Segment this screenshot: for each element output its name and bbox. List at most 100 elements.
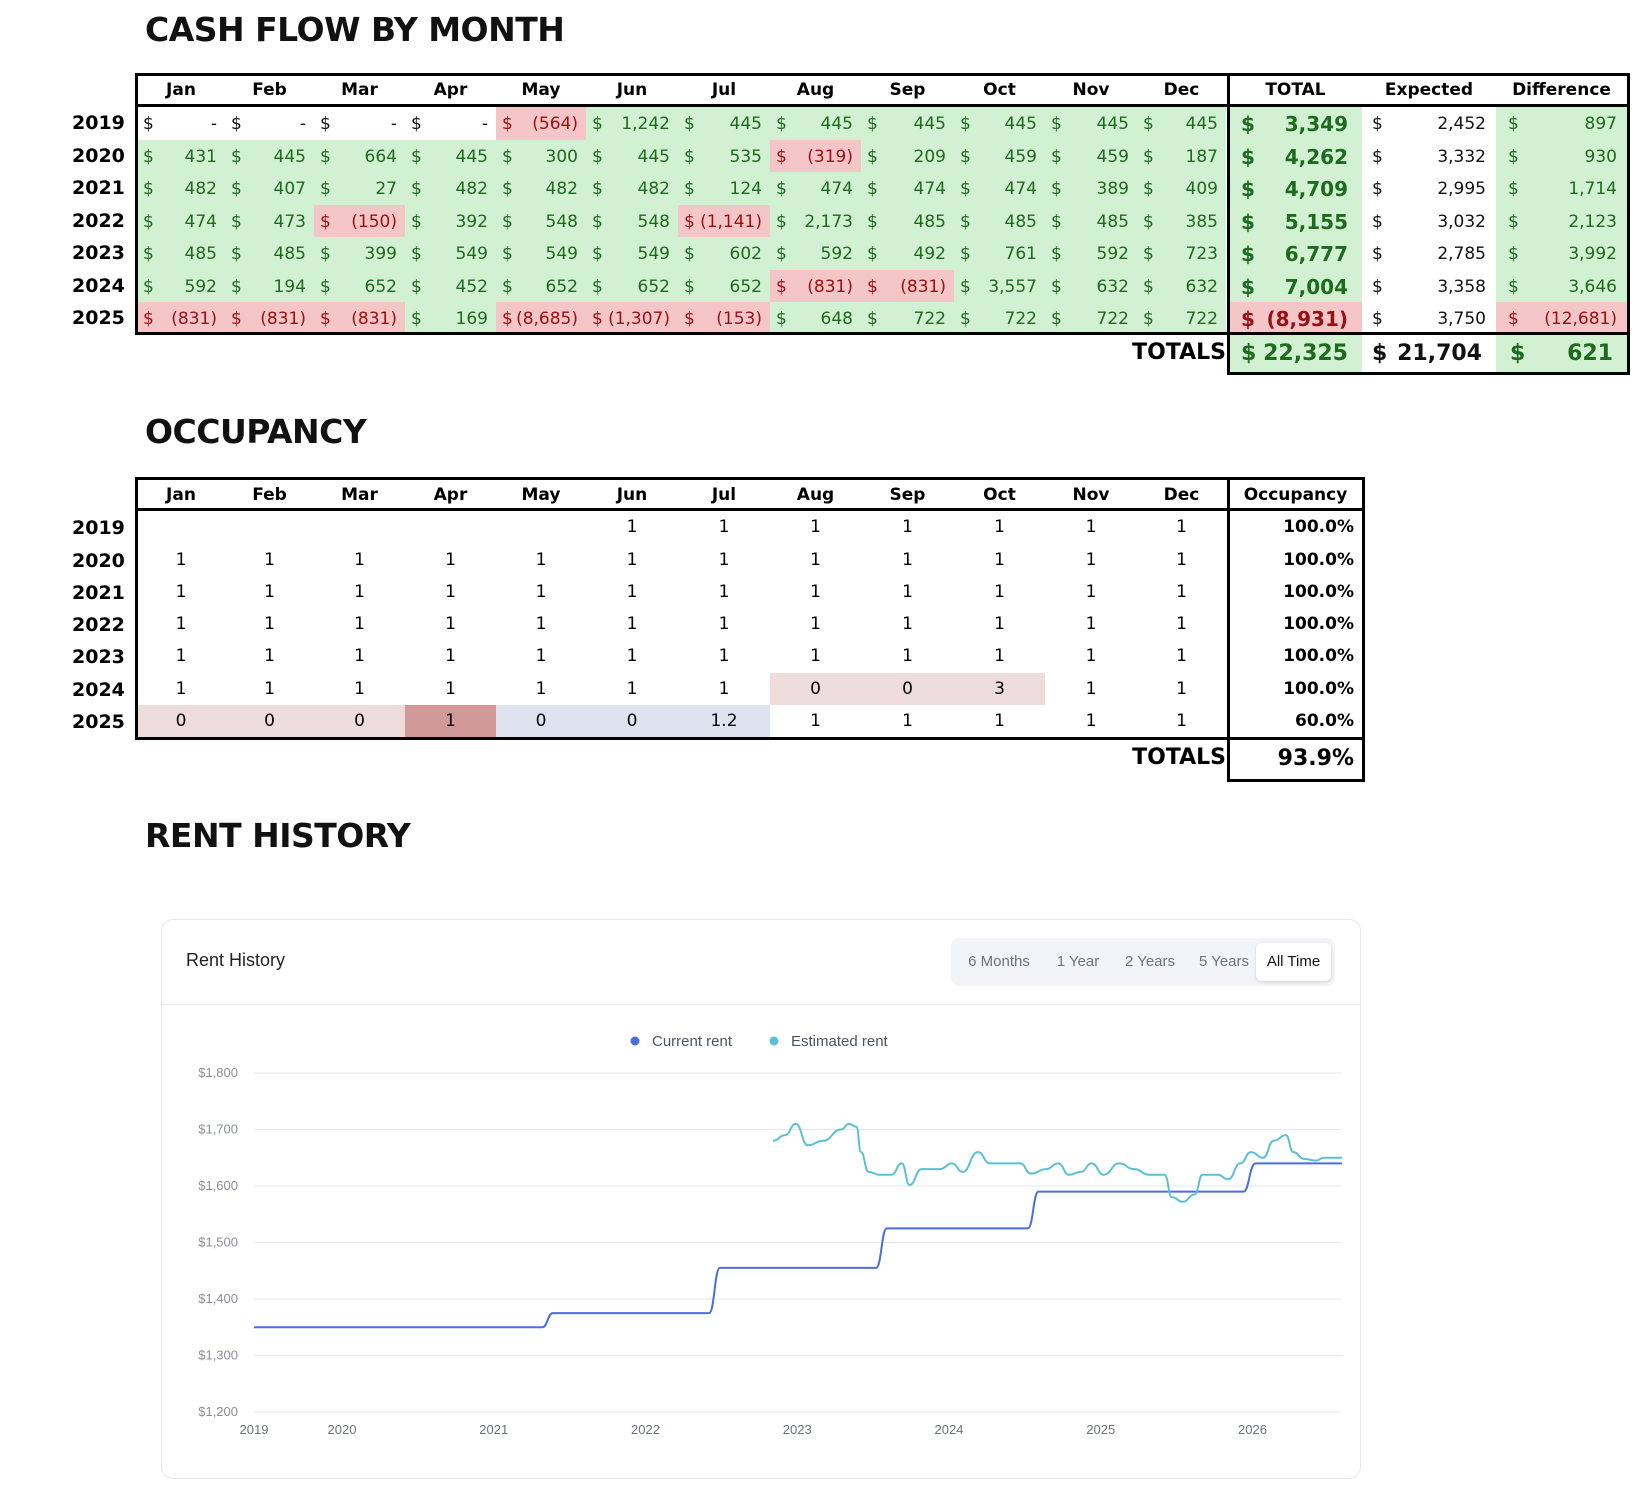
- difference-header: Difference: [1512, 80, 1611, 100]
- row-year: 2020: [72, 145, 125, 167]
- cashflow-cell: $485: [225, 237, 314, 270]
- legend-current-label[interactable]: Current rent: [652, 1033, 733, 1050]
- month-header-dec: Dec: [1163, 80, 1200, 100]
- occupancy-title: OCCUPANCY: [145, 412, 367, 451]
- currency-symbol: $: [1143, 277, 1154, 297]
- occupancy-value: 1: [718, 614, 730, 634]
- currency-symbol: $: [1372, 114, 1383, 134]
- row-occupancy-pct-cell: 100.0%: [1229, 640, 1362, 672]
- cashflow-value: 124: [729, 179, 762, 199]
- occupancy-value: 1: [1176, 517, 1187, 537]
- currency-symbol: $: [231, 277, 242, 297]
- cashflow-cell: $535: [678, 140, 770, 173]
- range-1-year-button[interactable]: 1 Year: [1056, 953, 1100, 970]
- range-6-months-button[interactable]: 6 Months: [968, 953, 1030, 970]
- range-all-time-button[interactable]: All Time: [1256, 943, 1331, 981]
- currency-symbol: $: [684, 114, 695, 134]
- currency-symbol: $: [592, 277, 603, 297]
- occupancy-value: 1: [994, 550, 1005, 570]
- chart-card-title: Rent History: [186, 950, 286, 970]
- cashflow-value: 485: [273, 244, 306, 264]
- legend-estimated-label[interactable]: Estimated rent: [791, 1033, 889, 1050]
- row-difference-cell: $897: [1496, 107, 1627, 140]
- row-expected-cell: $2,452: [1362, 107, 1496, 140]
- currency-symbol: $: [1143, 244, 1154, 264]
- currency-symbol: $: [684, 147, 695, 167]
- occupancy-cell: 1: [1045, 511, 1137, 543]
- occupancy-value: 0: [535, 711, 547, 731]
- cashflow-cell: $548: [496, 205, 586, 238]
- card-divider: [162, 1004, 1360, 1005]
- currency-symbol: $: [411, 244, 422, 264]
- occupancy-cell: 1: [770, 608, 861, 640]
- cashflow-value: 485: [184, 244, 217, 264]
- occupancy-cell: 1: [861, 511, 954, 543]
- occupancy-value: 0: [354, 711, 365, 731]
- occupancy-value: 1: [1085, 711, 1097, 731]
- occupancy-value: 1: [1085, 614, 1097, 634]
- row-year: 2019: [72, 112, 125, 134]
- currency-symbol: $: [867, 309, 878, 329]
- range-2-years-button[interactable]: 2 Years: [1124, 953, 1176, 970]
- estimated-rent-line[interactable]: [772, 1122, 1342, 1203]
- currency-symbol: $: [411, 147, 422, 167]
- row-expected-cell: $3,032: [1362, 205, 1496, 238]
- occupancy-cell: 1: [405, 608, 496, 640]
- row-year: 2020: [72, 550, 125, 572]
- occupancy-cell: [314, 511, 405, 543]
- occupancy-cell: 1: [586, 511, 678, 543]
- currency-symbol: $: [776, 309, 787, 329]
- currency-symbol: $: [776, 277, 787, 297]
- cashflow-cell: $652: [314, 270, 405, 303]
- occupancy-cell: [496, 511, 586, 543]
- cashflow-title: CASH FLOW BY MONTH: [145, 10, 565, 49]
- currency-symbol: $: [1508, 244, 1519, 264]
- occupancy-value: 1: [810, 711, 821, 731]
- cashflow-value: 445: [273, 147, 306, 167]
- current-rent-line[interactable]: [254, 1162, 1342, 1329]
- month-header-jun: Jun: [616, 80, 648, 100]
- occupancy-cell: 1: [586, 608, 678, 640]
- cashflow-cell: $485: [861, 205, 954, 238]
- currency-symbol: $: [776, 212, 787, 232]
- occupancy-value: 1: [902, 614, 913, 634]
- row-total-cell: $4,709: [1229, 172, 1362, 205]
- currency-symbol: $: [1143, 309, 1154, 329]
- cashflow-cell: $187: [1137, 140, 1226, 173]
- occupancy-value: 1: [1176, 550, 1187, 570]
- occupancy-value: 1: [626, 582, 638, 602]
- row-total-value: 6,777: [1284, 242, 1348, 266]
- occupancy-value: 1: [810, 646, 821, 666]
- occupancy-value: 0: [175, 711, 187, 731]
- currency-symbol: $: [1241, 210, 1255, 234]
- occ-month-header-nov: Nov: [1072, 485, 1110, 505]
- cashflow-value: 592: [820, 244, 853, 264]
- cashflow-value: 474: [184, 212, 217, 232]
- currency-symbol: $: [867, 212, 878, 232]
- currency-symbol: $: [411, 114, 422, 134]
- cashflow-value: 300: [545, 147, 578, 167]
- occupancy-value: 1: [445, 679, 456, 699]
- cashflow-value: (831): [171, 309, 217, 329]
- row-total-value: (8,931): [1266, 307, 1348, 331]
- occupancy-cell: 1: [225, 608, 314, 640]
- occupancy-cell: 1: [496, 608, 586, 640]
- occupancy-cell: 1: [137, 673, 225, 705]
- occupancy-cell: 0: [496, 705, 586, 737]
- occupancy-cell: 1: [225, 576, 314, 608]
- cashflow-value: 492: [913, 244, 946, 264]
- occupancy-value: 1: [718, 679, 730, 699]
- legend-estimated-marker: [769, 1036, 779, 1046]
- occupancy-value: 1: [1176, 582, 1187, 602]
- cashflow-cell: $ (1,307): [586, 302, 678, 335]
- x-tick-label: 2021: [479, 1422, 508, 1437]
- cashflow-value: 761: [1004, 244, 1037, 264]
- row-difference-value: 930: [1584, 147, 1617, 167]
- occupancy-cell: 1: [405, 640, 496, 672]
- cashflow-value: -: [210, 114, 217, 134]
- row-difference-value: (12,681): [1544, 309, 1617, 329]
- cashflow-cell: $632: [1045, 270, 1137, 303]
- range-5-years-button[interactable]: 5 Years: [1198, 953, 1250, 970]
- cashflow-value: 592: [184, 277, 217, 297]
- row-occupancy-pct-cell: 60.0%: [1229, 705, 1362, 737]
